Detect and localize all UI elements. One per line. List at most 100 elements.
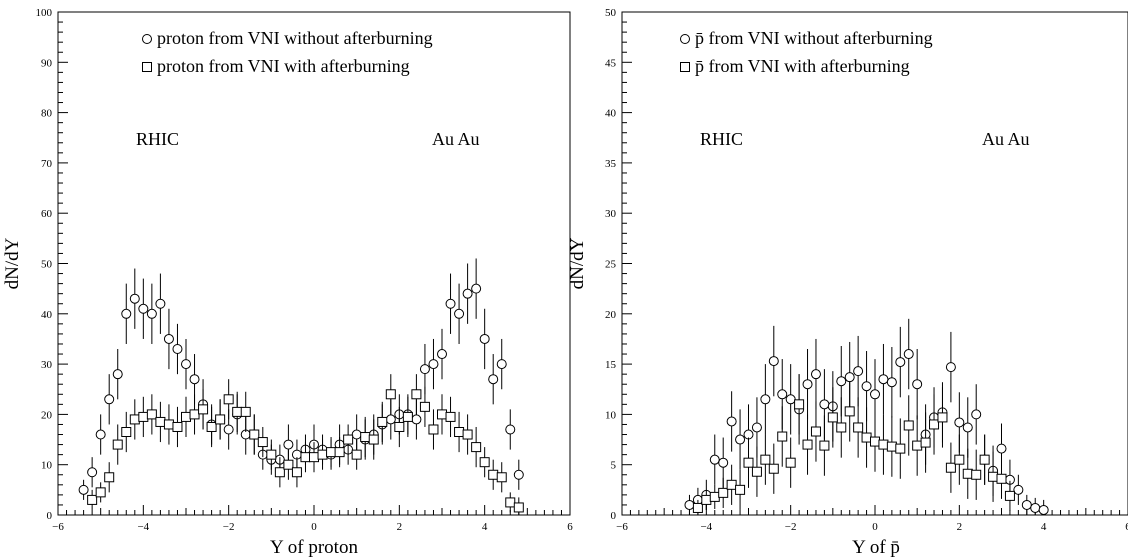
data-point-circle	[912, 379, 923, 390]
data-point-square	[945, 462, 956, 473]
data-point-square	[377, 416, 388, 427]
data-point-square	[505, 497, 516, 508]
data-point-square	[726, 479, 737, 490]
data-point-circle	[78, 484, 89, 495]
data-point-circle	[172, 344, 183, 355]
legend-marker-circle	[680, 34, 690, 44]
data-point-square	[709, 491, 720, 502]
data-point-circle	[996, 443, 1007, 454]
data-point-square	[291, 467, 302, 478]
data-point-square	[844, 406, 855, 417]
data-point-square	[95, 487, 106, 498]
data-point-square	[300, 452, 311, 463]
data-point-circle	[945, 362, 956, 373]
data-point-square	[768, 463, 779, 474]
y-tick-label: 5	[611, 460, 617, 472]
data-point-square	[87, 494, 98, 505]
data-point-circle	[428, 359, 439, 370]
data-point-square	[996, 473, 1007, 484]
data-point-circle	[1021, 499, 1032, 510]
data-point-square	[971, 469, 982, 480]
data-point-circle	[146, 308, 157, 319]
data-point-circle	[479, 333, 490, 344]
y-tick-label: 50	[605, 7, 617, 19]
legend-label: p̄ from VNI without afterburning	[695, 28, 933, 48]
data-point-circle	[1038, 504, 1049, 515]
y-tick-label: 35	[605, 158, 617, 170]
data-point-circle	[437, 349, 447, 360]
series-squares	[692, 374, 1015, 515]
data-point-square	[172, 421, 183, 432]
data-point-square	[198, 404, 209, 415]
chart-panel-1: 0 10 20 30 40 50 60 70 80 90 100 −6 −4 −2 0 2 4 6 Y of pro…	[2, 7, 573, 558]
data-point-square	[266, 449, 277, 460]
data-point-square	[317, 449, 328, 460]
data-point-circle	[121, 308, 132, 319]
data-point-circle	[962, 422, 973, 433]
data-point-circle	[954, 417, 965, 428]
y-tick-label: 50	[41, 259, 53, 271]
data-point-square	[962, 468, 973, 479]
data-point-circle	[810, 369, 821, 380]
data-point-square	[718, 487, 729, 498]
series-circles	[78, 258, 524, 500]
data-point-circle	[496, 359, 507, 370]
annotation-0: RHIC	[700, 129, 743, 149]
data-point-circle	[351, 429, 362, 440]
data-point-square	[701, 494, 712, 505]
data-point-circle	[895, 357, 906, 368]
data-point-circle	[861, 381, 872, 392]
y-tick-label: 90	[41, 57, 53, 69]
data-point-circle	[505, 424, 516, 435]
data-point-square	[206, 421, 217, 432]
data-point-circle	[138, 303, 149, 314]
legend-marker-square	[680, 62, 690, 72]
x-tick-label: 0	[872, 521, 878, 533]
data-point-square	[853, 422, 864, 433]
data-point-square	[819, 440, 830, 451]
data-point-square	[988, 471, 999, 482]
data-point-circle	[513, 469, 524, 480]
x-tick-label: 6	[567, 521, 573, 533]
data-point-circle	[104, 394, 115, 405]
data-point-circle	[735, 434, 746, 445]
data-point-circle	[411, 414, 422, 425]
data-point-circle	[718, 457, 729, 468]
data-point-circle	[445, 298, 456, 309]
data-point-circle	[163, 333, 174, 344]
y-axis-title: dN/dY	[567, 237, 588, 289]
y-tick-label: 40	[605, 108, 617, 120]
data-point-square	[163, 419, 174, 430]
legend-marker-circle	[142, 34, 152, 44]
data-point-square	[249, 429, 260, 440]
series-circles	[684, 318, 1049, 515]
data-point-square	[334, 447, 345, 458]
data-point-square	[794, 399, 805, 410]
data-point-circle	[886, 377, 897, 388]
data-point-circle	[844, 372, 855, 383]
y-tick-label: 70	[41, 158, 53, 170]
x-axis-title: Y of proton	[270, 537, 358, 558]
data-point-square	[886, 441, 897, 452]
y-tick-label: 30	[605, 208, 617, 220]
data-point-circle	[223, 424, 234, 435]
data-point-square	[692, 502, 703, 513]
data-point-square	[368, 434, 379, 445]
data-point-square	[215, 414, 226, 425]
data-point-square	[454, 427, 465, 438]
y-tick-label: 60	[41, 208, 53, 220]
data-point-circle	[454, 308, 465, 319]
legend-marker-square	[142, 62, 152, 72]
data-point-square	[462, 429, 473, 440]
data-point-circle	[189, 374, 200, 385]
data-point-circle	[471, 283, 482, 294]
data-point-square	[836, 422, 847, 433]
data-point-circle	[760, 394, 771, 405]
series-squares	[87, 374, 524, 515]
data-point-circle	[129, 293, 140, 304]
annotation-0: RHIC	[136, 129, 179, 149]
data-point-square	[385, 389, 396, 400]
data-point-circle	[777, 389, 788, 400]
data-point-square	[802, 439, 813, 450]
